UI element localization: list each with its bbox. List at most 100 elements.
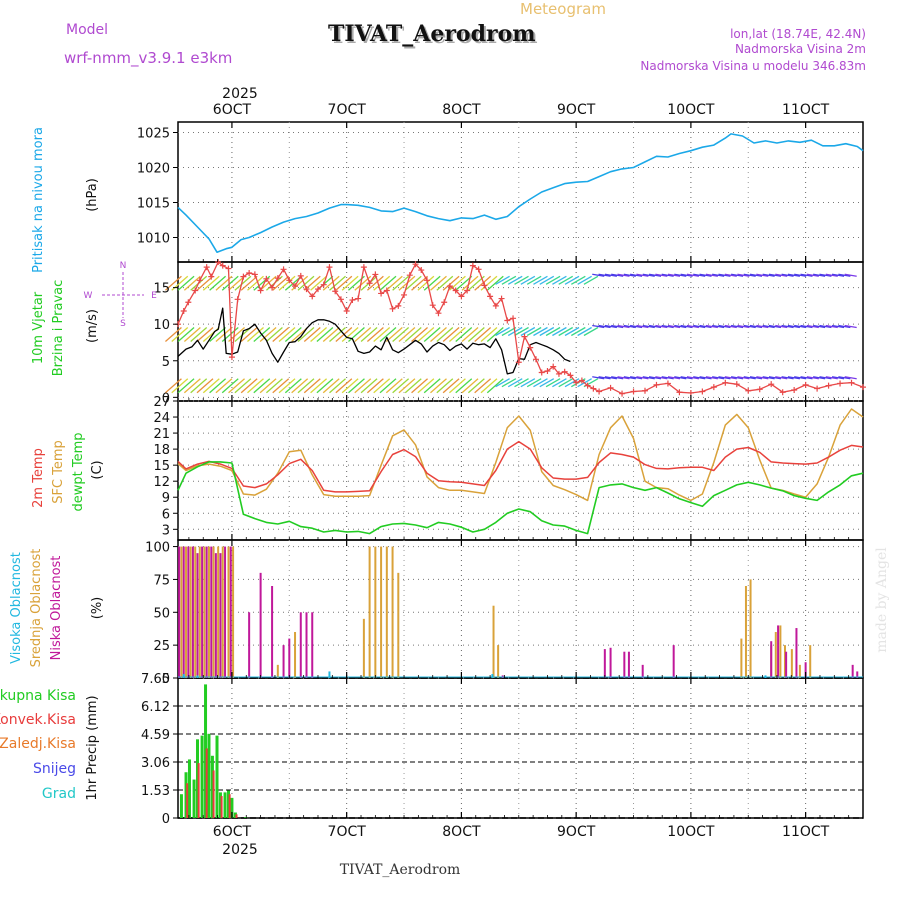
wind-arrow xyxy=(718,324,731,329)
wind-arrow xyxy=(539,275,555,285)
wind-arrow xyxy=(545,378,561,388)
wind-arrow xyxy=(354,378,372,394)
wind-arrow xyxy=(794,324,807,329)
gust-marker xyxy=(234,296,241,303)
wind-arrow xyxy=(348,327,365,342)
wind-arrow xyxy=(611,376,624,380)
wind-arrow xyxy=(724,324,737,329)
gust-marker xyxy=(510,315,517,322)
cloud-bar xyxy=(232,546,235,678)
wind-arrow xyxy=(844,273,857,277)
wind-arrow xyxy=(686,376,700,380)
wind-arrow xyxy=(196,275,214,291)
wind-arrow xyxy=(743,376,756,380)
wind-arrow xyxy=(303,378,321,394)
gust-marker xyxy=(653,381,660,388)
wind-barbs-layer xyxy=(165,273,857,394)
wind-arrow xyxy=(171,378,189,394)
wind-arrow xyxy=(598,376,611,380)
wind-arrow xyxy=(265,378,283,394)
cloud-bar xyxy=(207,546,210,678)
wind-arrow xyxy=(442,275,460,291)
wind-arrow xyxy=(552,326,567,337)
cloud-bar xyxy=(229,546,232,678)
gust-marker xyxy=(538,369,545,376)
gust-marker xyxy=(464,287,471,294)
wind-arrow xyxy=(743,324,756,329)
wind-arrow xyxy=(794,376,807,380)
wind-arrow xyxy=(215,378,233,394)
wind-arrow xyxy=(630,273,643,277)
wind-arrow xyxy=(558,275,574,285)
wind-arrow xyxy=(718,273,731,277)
wind-arrow xyxy=(825,376,838,380)
wind-ytick-label: 5 xyxy=(162,355,170,370)
pressure-unit: (hPa) xyxy=(85,178,100,212)
wind-arrow xyxy=(379,327,397,342)
cloud-bar xyxy=(672,645,675,678)
cloud-bar xyxy=(798,664,801,678)
gust-marker xyxy=(469,262,476,269)
wind-arrow xyxy=(278,327,296,342)
wind-arrow xyxy=(335,378,353,394)
cloud-ylabel: Visoka Oblacnost Srednja Oblacnost Niska… xyxy=(9,549,105,668)
wind-arrow xyxy=(165,327,182,342)
gust-marker xyxy=(378,290,385,297)
gust-marker xyxy=(532,356,539,363)
wind-arrow xyxy=(366,327,384,342)
year-label-bottom: 2025 xyxy=(222,842,258,858)
gust-marker xyxy=(326,264,333,271)
cloud-bar xyxy=(491,674,494,678)
gust-marker xyxy=(733,381,740,388)
top-day-label: 10OCT xyxy=(667,102,715,118)
cloud-ytick-label: 25 xyxy=(153,639,170,654)
cloud-bar xyxy=(368,546,371,678)
gust-marker xyxy=(561,368,568,375)
panels xyxy=(177,121,864,819)
wind-arrow xyxy=(507,378,523,388)
cloud-bar xyxy=(182,546,185,678)
wind-arrow xyxy=(724,273,737,277)
wind-arrow xyxy=(539,326,555,337)
wind-arrow xyxy=(385,275,403,291)
wind-arrow xyxy=(177,378,195,394)
gust-marker xyxy=(664,380,671,387)
gust-marker xyxy=(745,387,752,394)
wind-arrow xyxy=(630,324,643,329)
precip-ytick-label: 4.59 xyxy=(141,728,170,743)
temp-ytick-label: 27 xyxy=(153,395,170,410)
wind-arrow xyxy=(177,327,195,342)
wind-arrow xyxy=(501,378,517,388)
wind-arrow xyxy=(341,327,359,342)
cloud-panel-frame xyxy=(177,539,864,679)
top-day-label: 11OCT xyxy=(782,102,830,118)
wind-arrow xyxy=(636,273,649,277)
cloud-bar xyxy=(774,632,777,678)
wind-arrow xyxy=(526,326,542,337)
wind-arrow xyxy=(329,327,346,342)
wind-arrow xyxy=(724,376,737,380)
wind-arrow xyxy=(417,275,435,291)
wind-arrow xyxy=(831,324,845,329)
wind-arrow xyxy=(436,378,454,394)
gust-marker xyxy=(596,388,603,395)
cloud-bar xyxy=(271,586,274,678)
gust-marker xyxy=(607,384,614,391)
wind-arrow xyxy=(360,378,378,394)
pressure-ylabel: Pritisak na nivou mora (hPa) xyxy=(31,127,100,273)
gust-marker xyxy=(699,388,706,395)
gust-marker xyxy=(180,308,187,315)
precip-bar xyxy=(223,792,227,818)
gust-marker xyxy=(555,370,562,377)
cloud-bar xyxy=(189,546,192,678)
gust-marker xyxy=(418,267,425,274)
precip-bar xyxy=(228,794,231,818)
wind-arrow xyxy=(436,275,454,291)
wind-arrow xyxy=(787,273,800,277)
legend-total-precip: Ukupna Kisa xyxy=(0,688,76,704)
cloud-bar xyxy=(288,638,291,678)
cloud-bar xyxy=(185,546,188,678)
wind-arrow xyxy=(768,324,782,329)
wind-arrow xyxy=(507,275,523,285)
gust-marker xyxy=(203,264,210,271)
